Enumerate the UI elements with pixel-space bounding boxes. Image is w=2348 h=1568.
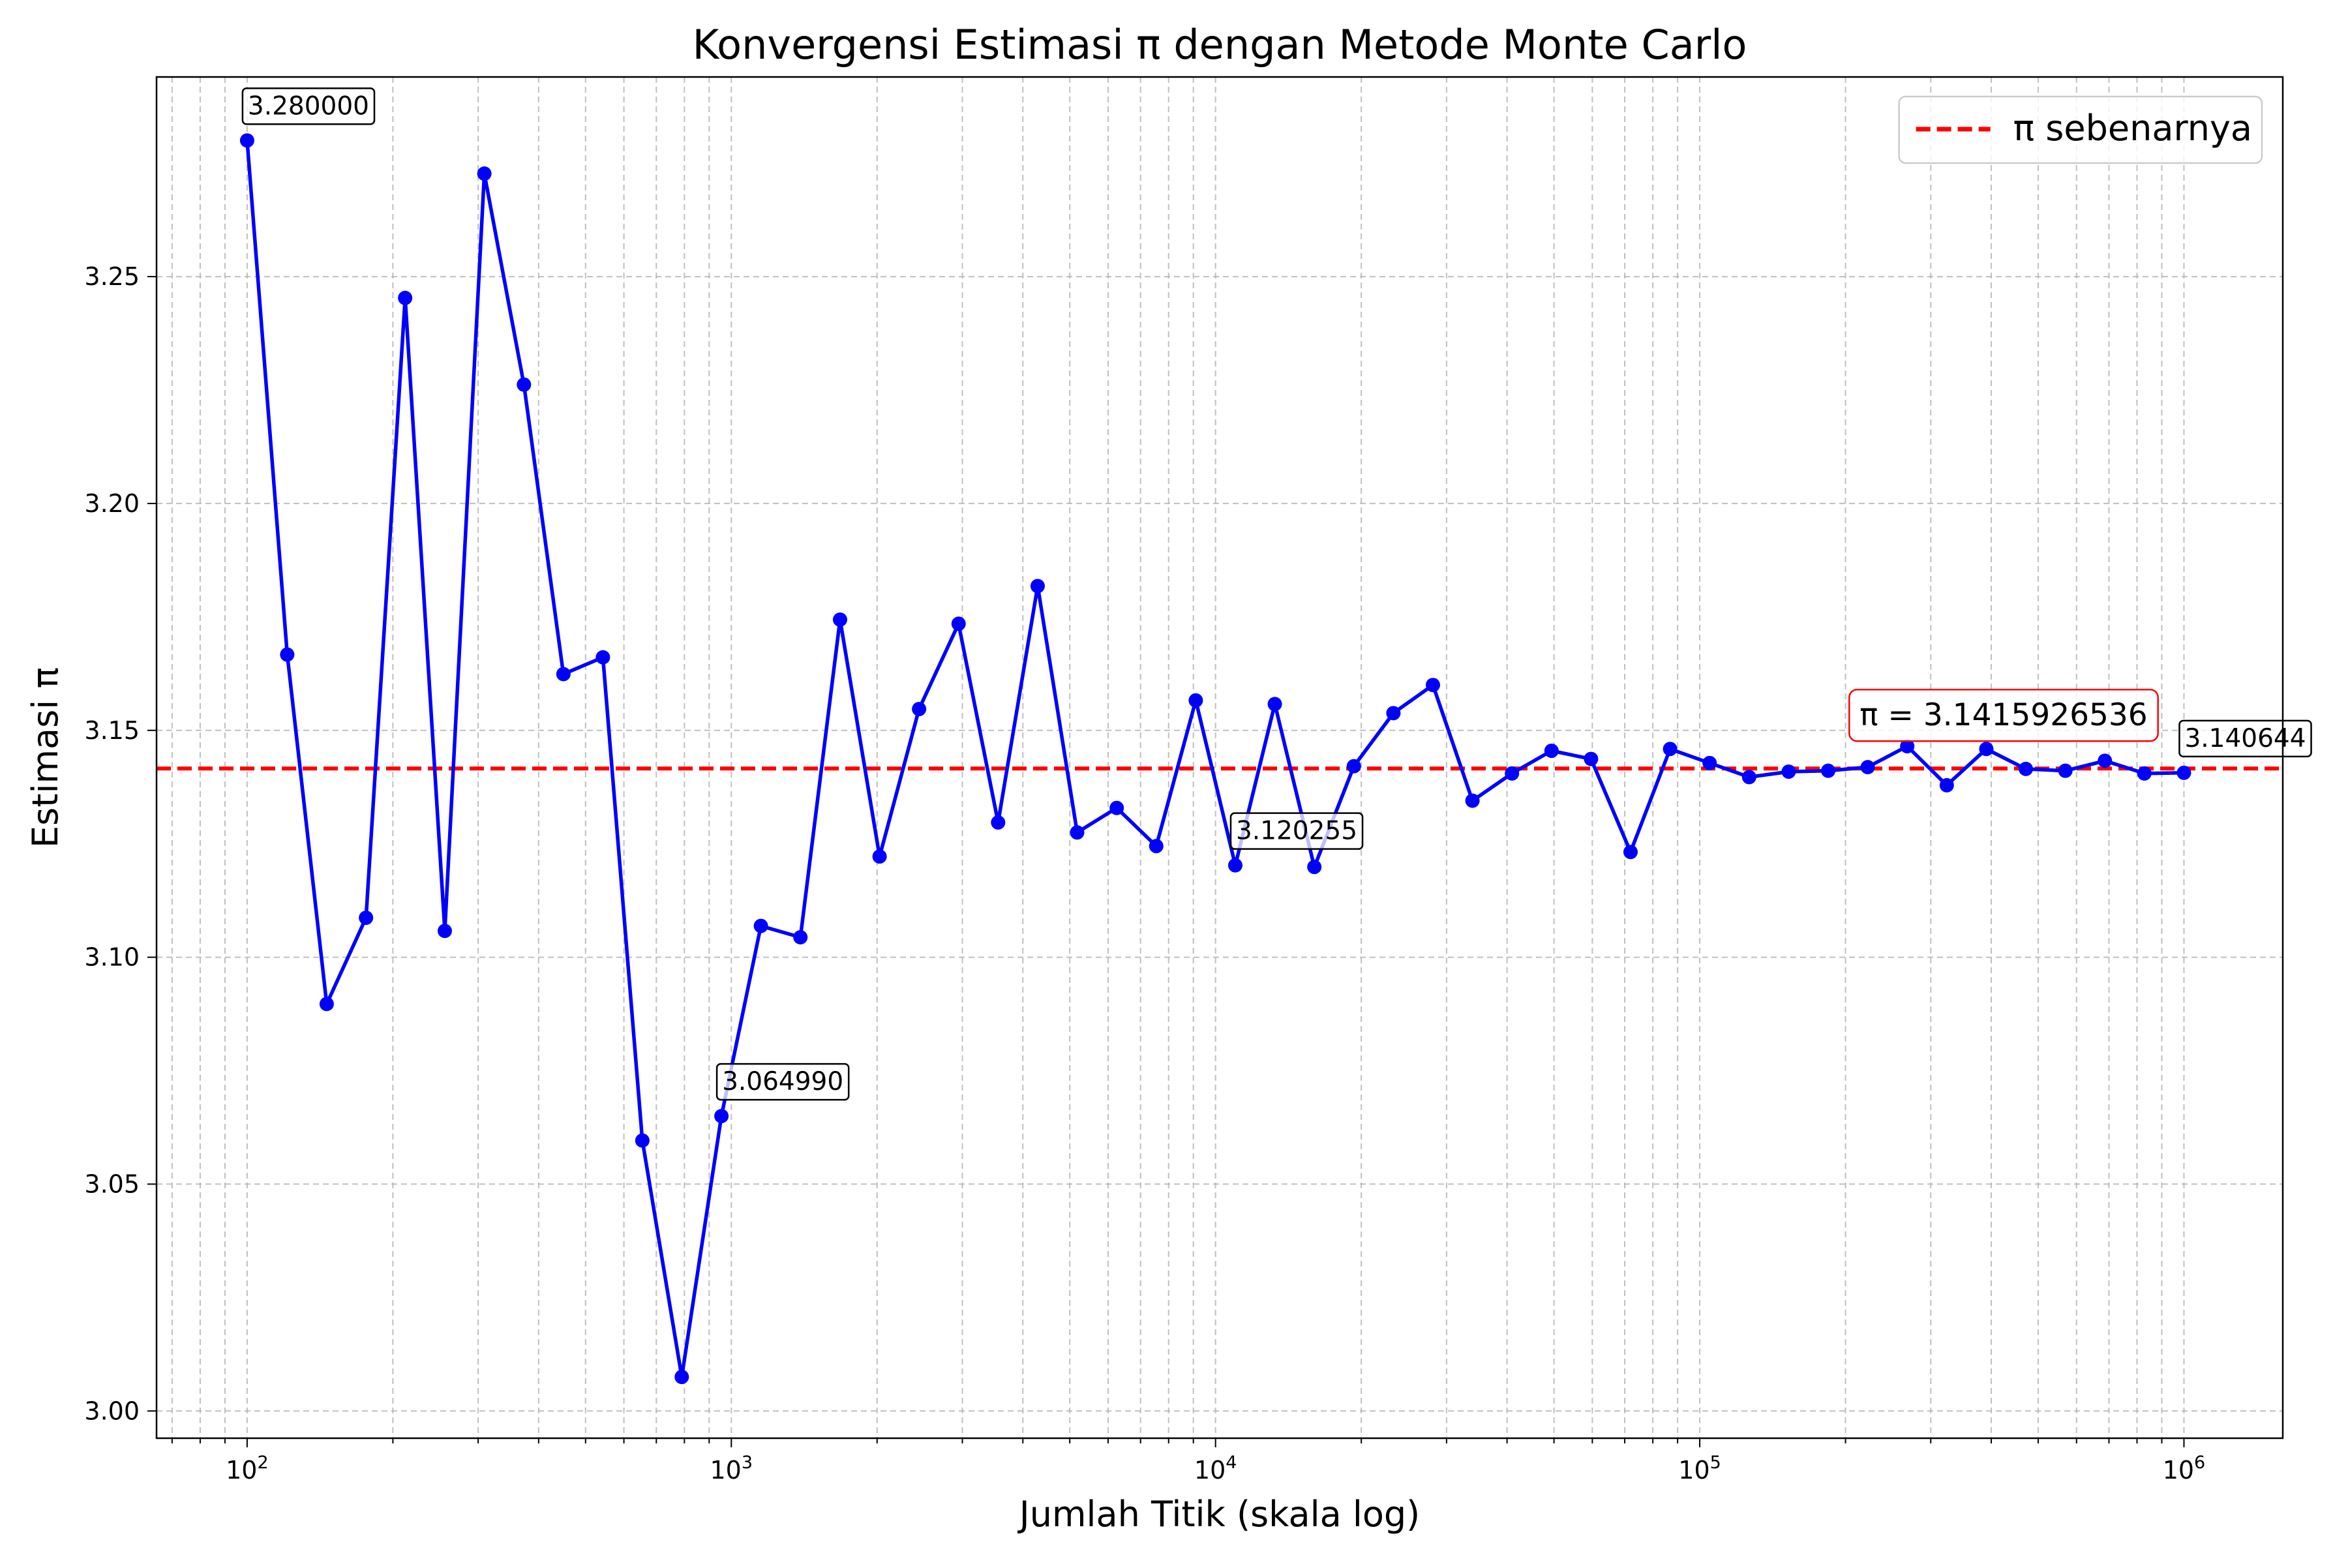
data-point (1346, 759, 1361, 774)
data-point (872, 849, 887, 864)
plot-frame (155, 76, 2284, 1440)
data-point (1227, 858, 1242, 873)
data-point (1070, 825, 1085, 840)
data-point (1505, 766, 1520, 781)
grid (157, 77, 2283, 1438)
data-point (1465, 793, 1480, 808)
data-point (437, 924, 452, 939)
value-annotation: 3.140644 (2178, 719, 2312, 758)
annotation-box (2178, 719, 2312, 758)
data-point (1267, 697, 1282, 712)
x-axis-label: Jumlah Titik (skala log) (1017, 1494, 1420, 1535)
data-point (2098, 753, 2113, 768)
data-point (1307, 860, 1322, 875)
data-point (280, 647, 295, 662)
series-group (239, 133, 2191, 1385)
value-annotation: 3.064990 (715, 1063, 850, 1101)
data-point (635, 1133, 650, 1148)
chart-title: Konvergensi Estimasi π dengan Metode Mon… (693, 21, 1747, 68)
data-point (556, 667, 571, 682)
y-tick-label: 3.10 (84, 943, 140, 972)
data-point (517, 377, 532, 392)
legend-box (1898, 95, 2263, 164)
data-point (1544, 744, 1559, 759)
annotations-group: 3.280000 3.064990 3.120255 3.140644 π = 3.14… (241, 87, 2312, 1101)
y-tick-label: 3.00 (84, 1396, 140, 1425)
data-point (319, 997, 334, 1012)
data-point (1426, 678, 1440, 693)
x-tick-label: 102 (226, 1453, 269, 1485)
data-point (1188, 693, 1203, 708)
y-tick-label: 3.15 (84, 716, 140, 745)
data-point (595, 650, 610, 665)
legend-label: π sebenarnya (2013, 108, 2252, 149)
pi-value-label: π = 3.1415926536 (1848, 688, 2159, 742)
data-point (832, 612, 847, 627)
x-tick-label: 103 (710, 1453, 753, 1485)
data-point (1386, 706, 1401, 721)
x-tick-label: 104 (1194, 1453, 1237, 1485)
data-point (714, 1109, 729, 1124)
data-point (1623, 845, 1638, 860)
data-point (1860, 760, 1875, 775)
data-point (1584, 751, 1599, 766)
y-tick-label: 3.05 (84, 1169, 140, 1198)
data-point (1109, 800, 1124, 815)
ticks-group: 3.00 3.05 3.10 3.15 3.20 3.25 102 103 104 105 106 (84, 262, 2205, 1485)
data-point (2058, 763, 2073, 778)
annotation-text: 3.120255 (1236, 817, 1357, 846)
data-point (1149, 839, 1164, 854)
annotation-box (241, 87, 376, 125)
pi-label-box (1848, 688, 2159, 742)
annotation-text: 3.064990 (722, 1067, 843, 1096)
data-point (1781, 764, 1796, 779)
annotation-text: 3.140644 (2184, 724, 2306, 753)
legend: π sebenarnya (1898, 95, 2263, 164)
data-point (2137, 766, 2152, 781)
data-point (1979, 742, 1994, 757)
value-annotation: 3.120255 (1229, 812, 1364, 850)
data-point (1900, 739, 1915, 754)
data-point (477, 166, 492, 181)
annotation-box (715, 1063, 850, 1101)
annotation-text: 3.280000 (248, 91, 369, 121)
data-point (793, 929, 808, 944)
data-point (2176, 765, 2191, 780)
data-point (753, 918, 768, 933)
data-point (1821, 763, 1836, 778)
data-point (1663, 742, 1678, 757)
pi-label-text: π = 3.1415926536 (1859, 697, 2147, 733)
data-point (951, 616, 966, 631)
data-point (912, 702, 927, 717)
annotation-box (1229, 812, 1364, 850)
data-point (398, 290, 413, 305)
y-tick-label: 3.25 (84, 262, 140, 291)
data-point (2019, 761, 2034, 776)
x-tick-label: 105 (1678, 1453, 1721, 1485)
data-point (1741, 770, 1756, 785)
data-point (674, 1370, 689, 1385)
data-point (1702, 755, 1717, 770)
y-axis-label: Estimasi π (25, 667, 66, 848)
data-point (991, 815, 1006, 830)
x-tick-label: 106 (2163, 1453, 2206, 1485)
data-point (359, 911, 374, 926)
y-tick-label: 3.20 (84, 489, 140, 518)
value-annotation: 3.280000 (241, 87, 376, 125)
data-point (239, 133, 254, 148)
data-point (1939, 777, 1954, 792)
data-point (1030, 579, 1045, 594)
